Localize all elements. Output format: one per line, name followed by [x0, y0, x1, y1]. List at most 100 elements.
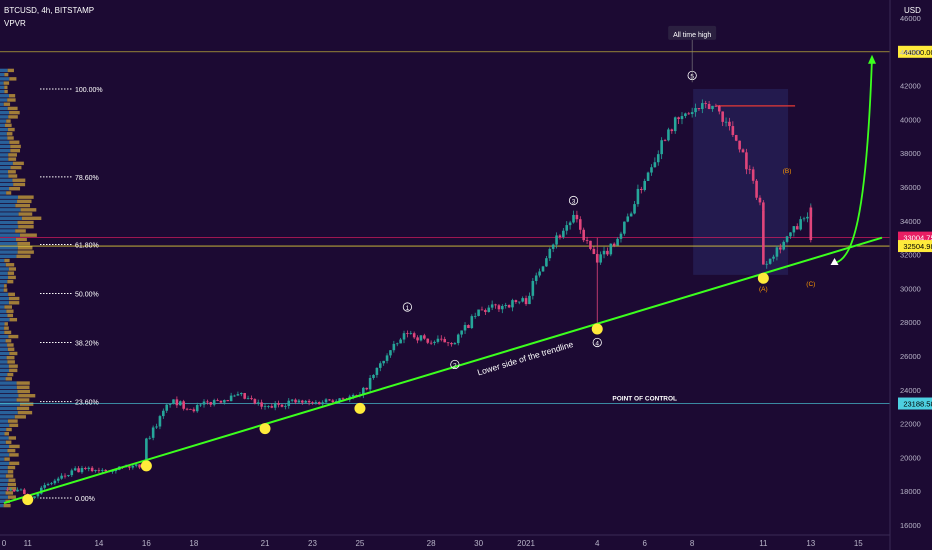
- candle-body: [246, 398, 250, 399]
- projection-arrowhead: [868, 54, 876, 64]
- candle-body: [331, 400, 335, 403]
- candle-body: [779, 247, 782, 250]
- candle-body: [501, 305, 504, 310]
- volume-bar-down: [16, 385, 30, 389]
- touch-point: [259, 423, 271, 435]
- volume-bar-down: [9, 351, 18, 356]
- candle-body: [616, 238, 619, 246]
- candle-body: [260, 402, 263, 407]
- candle-body: [175, 399, 179, 406]
- volume-bar-up: [0, 199, 18, 204]
- candle-body: [412, 333, 416, 338]
- volume-bar-down: [8, 334, 19, 339]
- candle-body: [792, 226, 796, 233]
- candle-body: [785, 236, 789, 242]
- candle-body: [280, 404, 284, 407]
- volume-bar-down: [10, 165, 22, 170]
- candle-body: [724, 121, 728, 123]
- volume-bar-up: [0, 153, 9, 157]
- candle-body: [338, 398, 341, 402]
- volume-bar-down: [8, 115, 18, 119]
- volume-bar-up: [0, 486, 9, 491]
- volume-bar-down: [8, 296, 20, 301]
- projection-curve: [834, 57, 873, 264]
- volume-bar-down: [9, 368, 18, 373]
- projection-start-marker: [830, 258, 839, 266]
- candle-body: [460, 330, 463, 335]
- candle-body: [46, 484, 50, 486]
- candle-body: [745, 152, 748, 170]
- candle-body: [67, 475, 70, 477]
- time-tick-label: 13: [806, 539, 815, 548]
- volume-bar-down: [8, 292, 15, 297]
- volume-bar-down: [9, 187, 21, 191]
- volume-bar-up: [0, 474, 6, 478]
- touch-point: [354, 402, 366, 414]
- candle-body: [233, 395, 236, 397]
- time-tick-label: 15: [854, 539, 863, 548]
- volume-bar-down: [16, 406, 30, 411]
- candle-body: [653, 162, 657, 168]
- volume-bar-down: [7, 372, 14, 377]
- volume-bar-up: [0, 182, 14, 187]
- volume-bar-up: [0, 208, 21, 212]
- volume-bar-up: [0, 410, 18, 415]
- volume-bar-up: [0, 263, 6, 267]
- volume-bar-up: [0, 491, 6, 495]
- touch-point: [591, 323, 603, 335]
- volume-bar-down: [4, 72, 9, 77]
- candle-body: [270, 406, 274, 408]
- candle-body: [663, 140, 667, 142]
- volume-bar-up: [0, 72, 5, 77]
- volume-bar-down: [3, 81, 10, 85]
- candle-body: [226, 400, 230, 402]
- candle-body: [707, 103, 711, 110]
- volume-bar-up: [0, 423, 10, 428]
- volume-bar-down: [7, 136, 14, 140]
- annotation-box: [668, 25, 717, 40]
- wave-circle: [568, 195, 579, 206]
- candle-body: [734, 134, 738, 141]
- candle-body: [558, 235, 562, 238]
- volume-bar-up: [0, 461, 10, 466]
- candle-body: [551, 244, 555, 249]
- candle-body: [497, 305, 501, 310]
- volume-bar-down: [15, 203, 31, 208]
- candle-body: [277, 403, 280, 405]
- candle-body: [395, 343, 399, 345]
- price-tick-label: 18000: [900, 487, 921, 496]
- candle-body: [711, 105, 714, 110]
- volume-bar-up: [0, 229, 16, 233]
- candle-body: [731, 126, 735, 135]
- candle-body: [433, 341, 436, 344]
- volume-bar-up: [0, 381, 17, 385]
- fib-level-label: 100.00%: [75, 87, 103, 94]
- candle-body: [39, 487, 43, 494]
- candle-body: [33, 496, 36, 499]
- volume-bar-up: [0, 279, 8, 284]
- candle-body: [178, 401, 182, 406]
- candle-body: [304, 400, 308, 403]
- volume-bar-up: [0, 284, 5, 288]
- volume-bar-down: [7, 419, 18, 423]
- candle-body: [263, 406, 267, 408]
- candle-body: [538, 271, 541, 276]
- volume-bar-up: [0, 140, 10, 144]
- volume-bar-down: [4, 85, 8, 90]
- candle-body: [148, 437, 152, 439]
- candle-body: [402, 333, 406, 340]
- price-tick-label: 22000: [900, 420, 921, 429]
- volume-bar-down: [4, 432, 10, 436]
- time-tick-label: 8: [690, 539, 695, 548]
- time-tick-label: 14: [94, 539, 103, 548]
- candle-body: [446, 342, 450, 344]
- fib-level-label: 0.00%: [75, 496, 95, 503]
- candle-body: [389, 350, 392, 356]
- candle-body: [555, 235, 558, 245]
- volume-bar-up: [0, 81, 4, 85]
- volume-bar-down: [18, 212, 33, 216]
- candle-body: [151, 427, 155, 438]
- volume-bar-down: [4, 305, 12, 309]
